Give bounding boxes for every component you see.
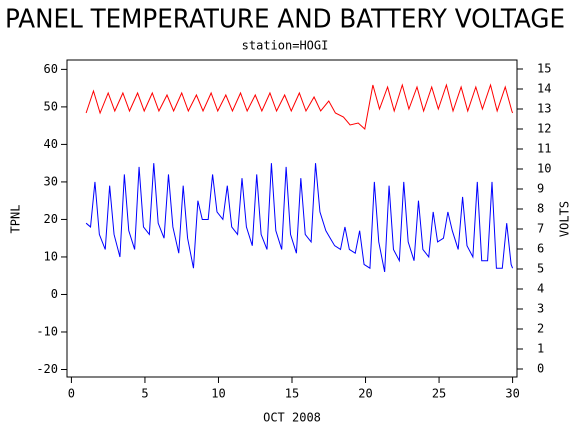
y-tick-label: 0	[51, 287, 58, 301]
y2-tick-label: 9	[537, 182, 544, 196]
y2-tick-label: 8	[537, 202, 544, 216]
x-tick-label: 30	[505, 387, 519, 401]
y-tick-label: 20	[44, 212, 58, 226]
y-tick-label: 40	[44, 137, 58, 151]
y-tick-label: -10	[36, 324, 58, 338]
y2-tick-label: 4	[537, 282, 544, 296]
y2-tick-label: 7	[537, 222, 544, 236]
data-line	[86, 163, 512, 272]
y2-tick-label: 13	[537, 102, 551, 116]
y-tick-label: 60	[44, 62, 58, 76]
x-tick-label: 25	[432, 387, 446, 401]
y2-tick-label: 6	[537, 242, 544, 256]
y2-tick-label: 15	[537, 62, 551, 76]
y2-tick-label: 1	[537, 342, 544, 356]
y2-tick-label: 0	[537, 362, 544, 376]
chart-subtitle: station=HOGI	[242, 39, 329, 53]
y-tick-label: 10	[44, 249, 58, 263]
y2-tick-label: 3	[537, 302, 544, 316]
x-tick-label: 10	[211, 387, 225, 401]
y-tick-label: 30	[44, 174, 58, 188]
y2-tick-label: 11	[537, 142, 551, 156]
y2-tick-label: 10	[537, 162, 551, 176]
y2-axis-label: VOLTS	[558, 201, 570, 237]
y2-tick-label: 12	[537, 122, 551, 136]
x-tick-label: 5	[141, 387, 148, 401]
chart-title: PANEL TEMPERATURE AND BATTERY VOLTAGE	[5, 5, 565, 35]
x-tick-label: 0	[68, 387, 75, 401]
y2-tick-label: 14	[537, 82, 551, 96]
x-axis-label: OCT 2008	[263, 411, 321, 425]
y2-tick-label: 2	[537, 322, 544, 336]
data-line	[86, 85, 512, 129]
x-tick-label: 15	[285, 387, 299, 401]
y-tick-label: 50	[44, 99, 58, 113]
x-tick-label: 20	[358, 387, 372, 401]
y2-tick-label: 5	[537, 262, 544, 276]
y-axis-label: TPNL	[9, 205, 23, 234]
y-tick-label: -20	[36, 362, 58, 376]
